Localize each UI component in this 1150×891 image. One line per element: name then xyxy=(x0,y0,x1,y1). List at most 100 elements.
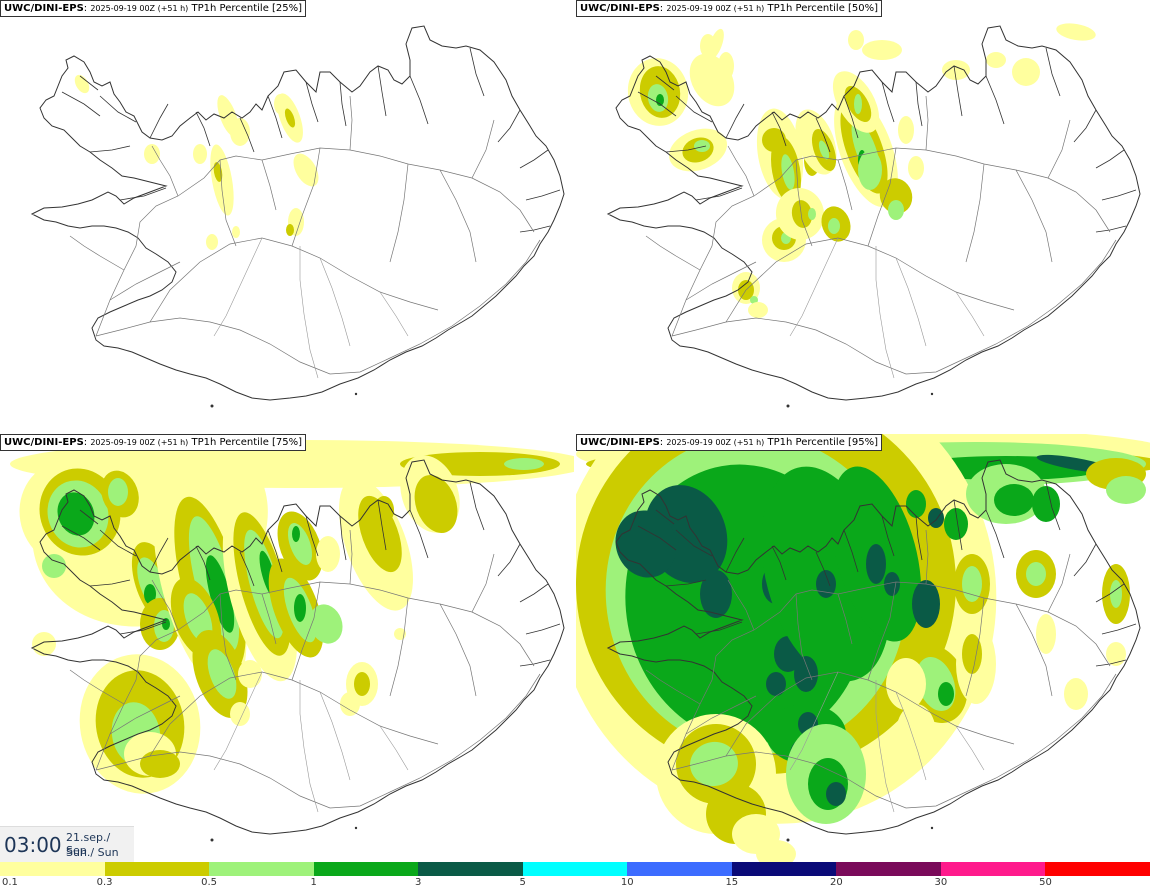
fjord-line xyxy=(815,551,831,587)
road-line xyxy=(1015,603,1053,697)
color-scale-labels: 0.1 0.3 0.5 1 3 5 10 15 20 30 50 xyxy=(0,877,1150,891)
fjord-line xyxy=(519,149,549,169)
precip-area xyxy=(309,604,343,644)
road-line xyxy=(349,95,353,151)
precip-area xyxy=(32,632,56,656)
road-line xyxy=(439,603,477,697)
road-line xyxy=(109,261,181,301)
color-scale-swatch xyxy=(313,862,419,876)
road-line xyxy=(69,235,125,271)
fjord-line xyxy=(89,145,131,153)
fjord-line xyxy=(815,117,831,153)
color-scale-label: 1 xyxy=(310,877,317,888)
iceland-map xyxy=(30,25,565,408)
color-scale-swatch xyxy=(209,862,315,876)
precip-area xyxy=(1056,23,1096,41)
road-line xyxy=(867,581,897,681)
color-scale-label: 20 xyxy=(829,877,843,888)
road-line xyxy=(95,239,541,375)
precip-area xyxy=(1012,58,1040,86)
river-line xyxy=(789,671,839,771)
fjord-line xyxy=(1095,659,1127,667)
river-line xyxy=(319,691,351,781)
fjord-line xyxy=(119,187,167,201)
precip-map-p75 xyxy=(10,434,574,842)
precip-area xyxy=(700,570,732,618)
fjord-line xyxy=(525,189,561,201)
precip-area xyxy=(354,672,370,696)
precip-area xyxy=(986,52,1006,68)
fjord-line xyxy=(665,145,707,153)
road-line xyxy=(471,553,495,613)
fjord-line xyxy=(377,65,387,117)
precip-area xyxy=(750,296,758,304)
precip-map-p25 xyxy=(30,25,565,408)
fjord-line xyxy=(655,75,675,91)
precip-area xyxy=(994,484,1034,516)
panel-title: UWC/DINI-EPS: 2025-09-19 00Z (+51 h) TP1… xyxy=(576,434,883,451)
precip-area xyxy=(942,60,970,80)
fjord-line xyxy=(195,545,211,581)
precip-map-p95 xyxy=(576,434,1150,866)
fjord-line xyxy=(79,75,99,91)
iceland-map xyxy=(606,459,1141,842)
road-line xyxy=(965,597,985,697)
precip-area xyxy=(816,570,836,598)
precip-area xyxy=(394,628,406,640)
river-line xyxy=(213,237,263,337)
precip-area xyxy=(791,200,813,228)
fjord-line xyxy=(469,47,485,97)
fjord-line xyxy=(915,81,923,127)
color-scale-swatch xyxy=(731,862,837,876)
iceland-map xyxy=(606,25,1141,408)
river-line xyxy=(379,291,409,337)
fjord-line xyxy=(497,543,521,577)
fjord-line xyxy=(469,481,485,531)
map-panel-p50: UWC/DINI-EPS: 2025-09-19 00Z (+51 h) TP1… xyxy=(576,0,1150,432)
precip-area xyxy=(708,28,724,60)
precip-area xyxy=(183,593,213,643)
precip-area xyxy=(340,692,360,716)
precip-field xyxy=(74,74,319,250)
color-scale-swatch xyxy=(836,862,942,876)
precip-area xyxy=(888,200,904,220)
precip-area xyxy=(504,458,544,470)
precip-area xyxy=(818,140,830,160)
road-line xyxy=(1015,169,1053,263)
road-line xyxy=(837,159,853,211)
color-scale-label: 15 xyxy=(725,877,739,888)
map-panel-p95: UWC/DINI-EPS: 2025-09-19 00Z (+51 h) TP1… xyxy=(576,434,1150,866)
coastline xyxy=(606,459,1141,835)
precip-area xyxy=(137,557,167,611)
fjord-line xyxy=(149,103,169,139)
precip-area xyxy=(1036,614,1056,654)
precip-area xyxy=(896,704,936,764)
color-scale-label: 30 xyxy=(934,877,948,888)
precip-area xyxy=(1064,678,1088,710)
island-dot xyxy=(930,392,934,396)
fjord-line xyxy=(1073,543,1097,577)
precip-area xyxy=(193,144,207,164)
precip-area xyxy=(854,94,862,114)
precip-area xyxy=(756,840,796,866)
precip-area xyxy=(74,74,90,94)
color-scale-label: 0.3 xyxy=(96,877,113,888)
road-line xyxy=(925,95,929,151)
precip-area xyxy=(286,224,294,236)
color-scale-swatch xyxy=(522,862,628,876)
road-line xyxy=(795,159,813,247)
coastline xyxy=(30,25,565,401)
fjord-line xyxy=(61,91,101,117)
panel-title: UWC/DINI-EPS: 2025-09-19 00Z (+51 h) TP1… xyxy=(0,0,307,17)
road-line xyxy=(389,597,409,697)
road-line xyxy=(685,695,757,735)
fjord-line xyxy=(519,583,549,603)
road-line xyxy=(671,673,1117,809)
road-line xyxy=(69,669,125,705)
precip-area xyxy=(944,508,968,540)
precip-area xyxy=(230,118,250,146)
precip-area xyxy=(689,53,735,107)
coastline xyxy=(606,25,1141,401)
river-line xyxy=(299,680,319,813)
road-line xyxy=(965,163,985,263)
